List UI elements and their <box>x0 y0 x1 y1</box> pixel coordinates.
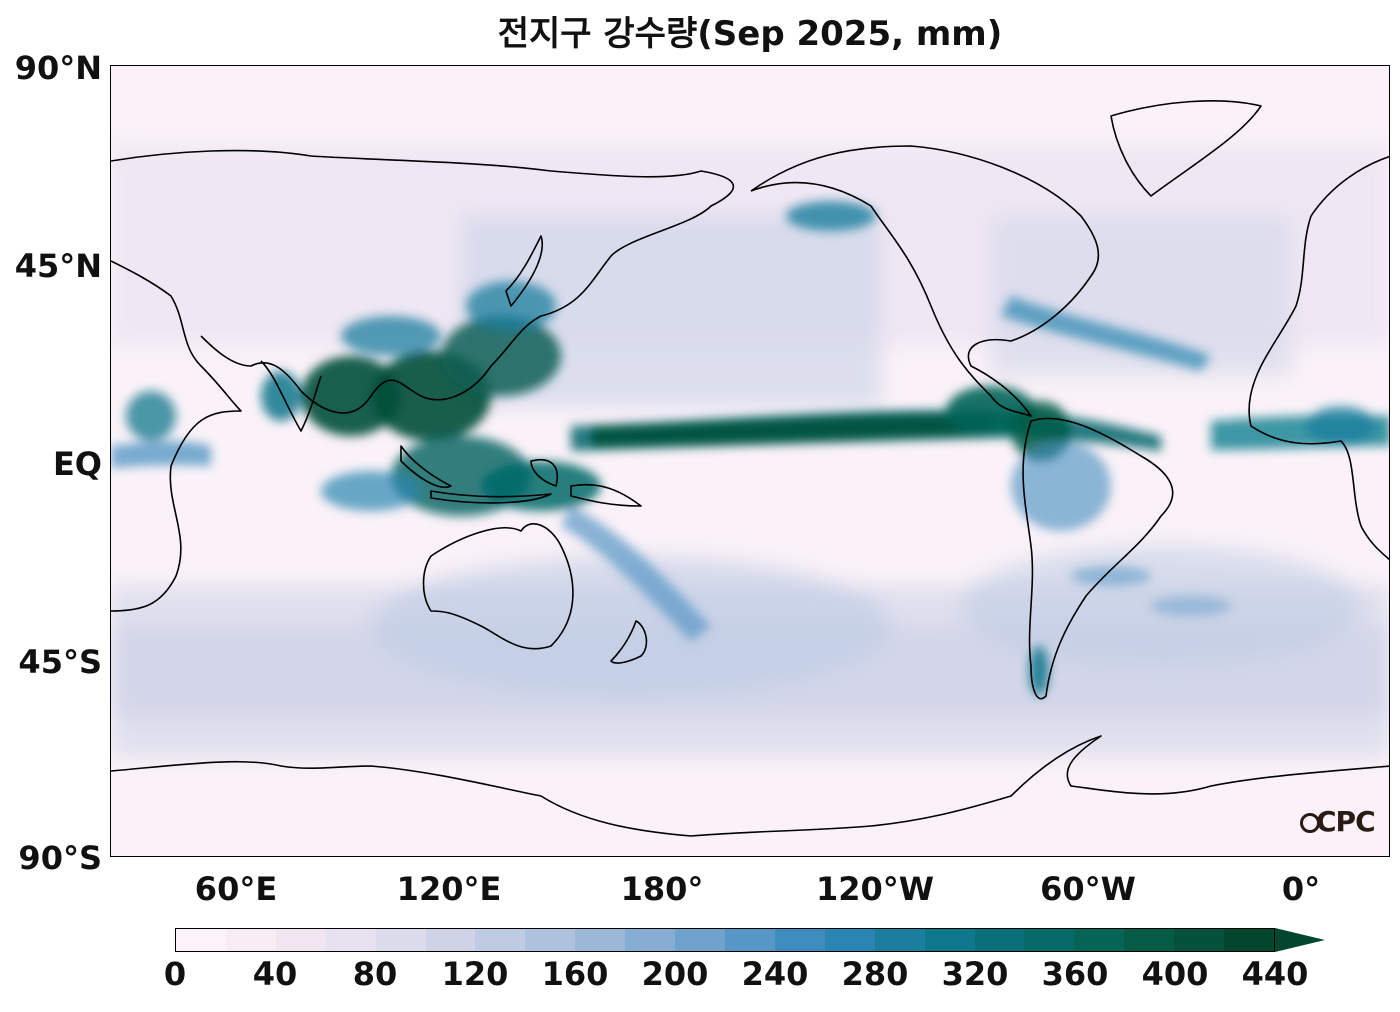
colorbar-swatch <box>874 929 925 951</box>
colorbar-swatch <box>575 929 626 951</box>
lon-label-60e: 60°E <box>194 870 278 908</box>
colorbar-swatch <box>375 929 426 951</box>
colorbar-swatch <box>475 929 526 951</box>
colorbar-swatch <box>824 929 875 951</box>
colorbar-tick-label: 80 <box>352 955 398 993</box>
colorbar-swatch <box>325 929 376 951</box>
colorbar-tick-label: 0 <box>163 955 187 993</box>
colorbar-tick-label: 280 <box>841 955 909 993</box>
lon-label-120w: 120°W <box>815 870 935 908</box>
colorbar-swatch <box>774 929 825 951</box>
lat-label-eq: EQ <box>52 445 102 483</box>
colorbar-tick-label: 440 <box>1241 955 1309 993</box>
lat-label-90n: 90°N <box>14 49 102 87</box>
lat-label-45s: 45°S <box>18 643 102 681</box>
lon-label-0: 0° <box>1281 870 1321 908</box>
colorbar-tick-label: 120 <box>441 955 509 993</box>
cpc-logo-text: CPC <box>1316 805 1376 838</box>
colorbar-swatch <box>1074 929 1125 951</box>
colorbar-tick-label: 320 <box>941 955 1009 993</box>
precipitation-map-canvas <box>111 100 1389 837</box>
colorbar-swatch <box>724 929 775 951</box>
colorbar-swatch <box>275 929 326 951</box>
lon-label-60w: 60°W <box>1040 870 1136 908</box>
colorbar-tick-label: 400 <box>1141 955 1209 993</box>
colorbar-tick-label: 240 <box>741 955 809 993</box>
colorbar-tick-label: 40 <box>252 955 298 993</box>
lon-label-120e: 120°E <box>396 870 502 908</box>
colorbar-swatch <box>1224 929 1274 951</box>
colorbar-extend-arrow <box>1275 928 1325 952</box>
colorbar-swatch <box>425 929 476 951</box>
lat-label-45n: 45°N <box>14 247 102 285</box>
colorbar-swatch <box>176 929 226 951</box>
colorbar-swatch <box>1174 929 1225 951</box>
colorbar-swatch <box>225 929 276 951</box>
colorbar-swatch <box>625 929 676 951</box>
colorbar-swatch <box>1024 929 1075 951</box>
colorbar-swatch <box>974 929 1025 951</box>
colorbar-swatch <box>1124 929 1175 951</box>
colorbar-tick-label: 360 <box>1041 955 1109 993</box>
lat-label-90s: 90°S <box>18 839 102 877</box>
colorbar-swatch <box>924 929 975 951</box>
colorbar <box>175 928 1275 952</box>
cpc-logo-mark-icon <box>1300 813 1320 833</box>
colorbar-swatch <box>675 929 725 951</box>
colorbar-tick-label: 200 <box>641 955 709 993</box>
colorbar-swatch <box>525 929 576 951</box>
storm-track-shading <box>111 146 1389 756</box>
lon-label-180: 180° <box>620 870 704 908</box>
cpc-logo: CPC <box>1300 805 1376 838</box>
colorbar-tick-label: 160 <box>541 955 609 993</box>
coastlines <box>111 100 1389 837</box>
map-title: 전지구 강수량(Sep 2025, mm) <box>497 14 1003 54</box>
precipitation-map <box>110 65 1390 857</box>
